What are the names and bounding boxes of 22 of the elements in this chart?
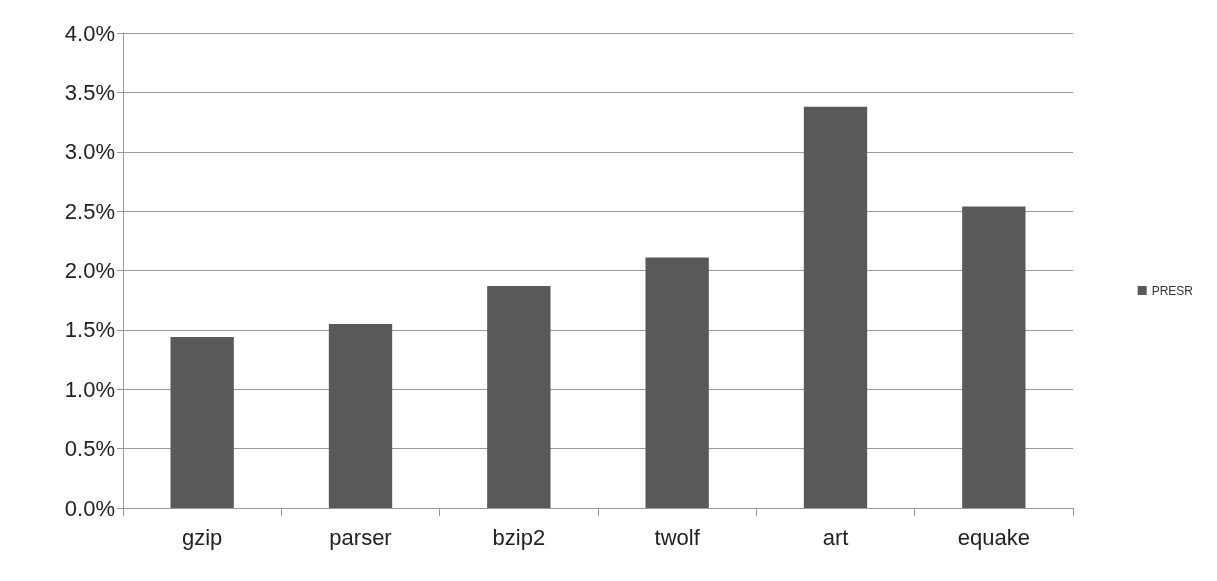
y-tick-label: 4.0% bbox=[64, 20, 115, 46]
bar bbox=[328, 323, 393, 508]
x-tick-label: art bbox=[822, 524, 849, 550]
y-tick-label: 0.0% bbox=[64, 495, 115, 521]
bar bbox=[803, 106, 868, 508]
y-tick-label: 1.0% bbox=[64, 376, 115, 402]
legend-label: PRESR bbox=[1151, 283, 1194, 298]
bar bbox=[645, 257, 709, 508]
y-tick-label: 3.0% bbox=[64, 139, 115, 165]
x-tick-label: bzip2 bbox=[492, 524, 546, 550]
bar bbox=[962, 206, 1026, 508]
y-tick-label: 3.5% bbox=[64, 79, 115, 105]
y-tick-label: 2.0% bbox=[64, 258, 115, 283]
y-tick-label: 1.5% bbox=[64, 317, 115, 343]
x-tick-label: equake bbox=[957, 524, 1030, 550]
y-tick-label: 2.5% bbox=[64, 198, 115, 224]
x-tick-label: parser bbox=[329, 524, 392, 550]
x-tick-label: gzip bbox=[181, 524, 223, 550]
bar bbox=[170, 337, 234, 508]
bar bbox=[487, 285, 551, 508]
y-tick-label: 0.5% bbox=[64, 436, 115, 462]
x-tick-label: twolf bbox=[654, 524, 701, 550]
